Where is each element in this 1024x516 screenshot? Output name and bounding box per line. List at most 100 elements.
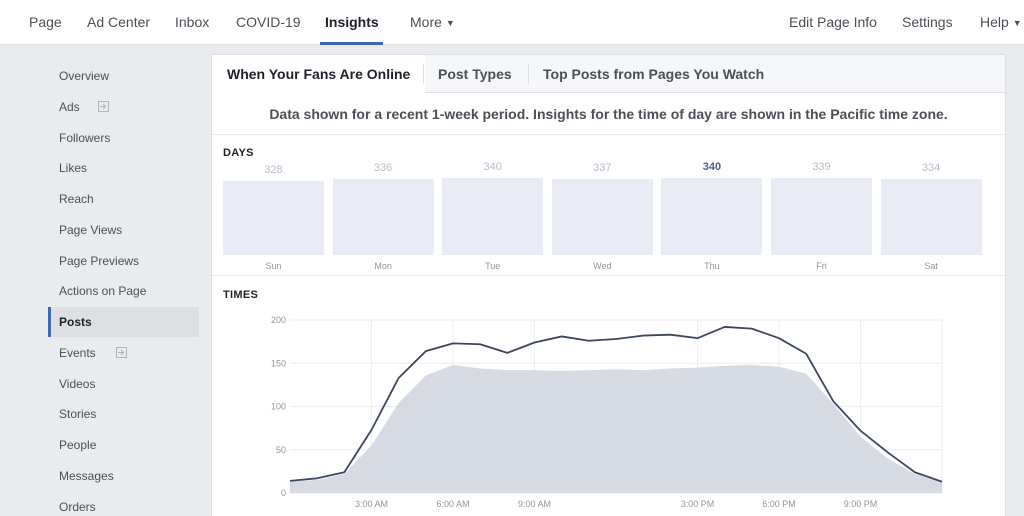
external-link-icon bbox=[116, 347, 127, 358]
day-bar[interactable] bbox=[771, 178, 872, 255]
day-label: Tue bbox=[485, 261, 501, 271]
x-tick-label: 9:00 AM bbox=[518, 499, 551, 509]
sidebar-item-page-views[interactable]: Page Views bbox=[48, 215, 199, 245]
day-bar[interactable] bbox=[442, 178, 544, 255]
insights-panel: When Your Fans Are Online Post Types Top… bbox=[211, 54, 1006, 516]
day-value: 339 bbox=[812, 161, 831, 173]
sidebar-item-messages[interactable]: Messages bbox=[48, 461, 199, 491]
days-row: 328 Sun 336 Mon 340 Tue 337 Wed 340 Thu 339 Fri 334 S… bbox=[223, 55, 983, 275]
day-column-sun[interactable]: 328 Sun bbox=[223, 55, 324, 275]
y-tick-label: 50 bbox=[276, 445, 286, 455]
tab-separator bbox=[528, 64, 529, 84]
nav-help[interactable]: Help ▼ bbox=[980, 0, 1022, 45]
days-section: DAYS 328 Sun 336 Mon 340 Tue 337 Wed 340 Thu 339 Fr… bbox=[212, 55, 1005, 275]
x-tick-label: 6:00 AM bbox=[436, 499, 469, 509]
day-column-sat[interactable]: 334 Sat bbox=[880, 55, 982, 275]
sidebar-item-label: Followers bbox=[59, 131, 111, 145]
x-tick-label: 9:00 PM bbox=[844, 499, 878, 509]
sidebar-item-label: Messages bbox=[59, 469, 114, 483]
sidebar-item-label: Orders bbox=[59, 500, 96, 514]
sidebar-item-people[interactable]: People bbox=[48, 430, 199, 460]
sidebar-item-label: Ads bbox=[59, 100, 80, 114]
nav-ad-center[interactable]: Ad Center bbox=[87, 14, 151, 30]
sidebar-item-videos[interactable]: Videos bbox=[48, 369, 199, 399]
external-link-icon bbox=[98, 101, 109, 112]
y-tick-label: 200 bbox=[271, 315, 286, 325]
day-label: Mon bbox=[374, 261, 392, 271]
nav-help-label: Help bbox=[980, 14, 1009, 30]
nav-more-label: More bbox=[410, 14, 442, 30]
day-label: Fri bbox=[816, 261, 827, 271]
day-label: Wed bbox=[593, 261, 612, 271]
x-tick-label: 3:00 PM bbox=[681, 499, 715, 509]
day-value: 340 bbox=[483, 161, 502, 173]
day-column-mon[interactable]: 336 Mon bbox=[332, 55, 434, 275]
sidebar-item-label: Videos bbox=[59, 377, 96, 391]
nav-settings[interactable]: Settings bbox=[902, 14, 953, 30]
day-bar[interactable] bbox=[661, 178, 763, 255]
tab-separator bbox=[423, 64, 424, 84]
day-value: 336 bbox=[373, 162, 393, 174]
day-value: 340 bbox=[702, 161, 722, 173]
caret-down-icon: ▼ bbox=[445, 18, 455, 28]
y-tick-label: 100 bbox=[271, 402, 286, 412]
caret-down-icon: ▼ bbox=[1012, 18, 1022, 28]
day-column-thu[interactable]: 340 Thu bbox=[661, 55, 763, 275]
area-series bbox=[290, 364, 942, 493]
days-label: DAYS bbox=[223, 147, 254, 159]
day-column-wed[interactable]: 337 Wed bbox=[551, 55, 653, 275]
x-tick-label: 6:00 PM bbox=[762, 499, 796, 509]
sidebar-item-label: Likes bbox=[59, 161, 88, 175]
nav-insights[interactable]: Insights bbox=[325, 14, 379, 30]
day-value: 328 bbox=[264, 164, 283, 176]
day-column-fri[interactable]: 339 Fri bbox=[771, 55, 872, 275]
nav-more[interactable]: More ▼ bbox=[410, 0, 455, 45]
day-value: 337 bbox=[593, 162, 612, 174]
tab-when-fans-online[interactable]: When Your Fans Are Online bbox=[212, 55, 426, 94]
x-tick-label: 3:00 AM bbox=[355, 499, 388, 509]
day-bar[interactable] bbox=[551, 179, 653, 255]
nav-covid-19[interactable]: COVID-19 bbox=[236, 14, 301, 30]
y-tick-label: 0 bbox=[281, 488, 286, 498]
y-tick-label: 150 bbox=[271, 358, 286, 368]
sidebar-item-likes[interactable]: Likes bbox=[48, 153, 199, 183]
sidebar-item-orders[interactable]: Orders bbox=[48, 492, 199, 516]
day-label: Thu bbox=[704, 261, 720, 271]
sidebar-item-stories[interactable]: Stories bbox=[48, 399, 199, 429]
sidebar-item-label: Page Previews bbox=[59, 254, 140, 268]
sidebar-item-label: Events bbox=[59, 346, 96, 360]
day-label: Sun bbox=[265, 261, 282, 271]
tab-post-types[interactable]: Post Types bbox=[438, 66, 512, 82]
sidebar-item-followers[interactable]: Followers bbox=[48, 123, 199, 153]
nav-edit-page-info[interactable]: Edit Page Info bbox=[789, 14, 877, 30]
sidebar-item-label: Page Views bbox=[59, 223, 123, 237]
sidebar-item-page-previews[interactable]: Page Previews bbox=[48, 246, 199, 276]
times-label: TIMES bbox=[223, 289, 259, 301]
subtab-bar: When Your Fans Are Online Post Types Top… bbox=[212, 55, 1005, 94]
sidebar-item-label: Reach bbox=[59, 192, 94, 206]
sidebar-item-events[interactable]: Events bbox=[48, 338, 199, 368]
top-navigation: Page Ad Center Inbox COVID-19 Insights M… bbox=[0, 0, 1024, 45]
tab-top-posts-pages-you-watch[interactable]: Top Posts from Pages You Watch bbox=[543, 66, 765, 82]
day-bar[interactable] bbox=[332, 179, 434, 255]
timezone-notice: Data shown for a recent 1-week period. I… bbox=[212, 93, 1005, 135]
sidebar-item-label: Posts bbox=[59, 315, 92, 329]
section-divider bbox=[212, 275, 1005, 276]
nav-inbox[interactable]: Inbox bbox=[175, 14, 210, 30]
sidebar-item-label: Actions on Page bbox=[59, 284, 147, 298]
times-chart: 0 50 100 150 200 3:00 AM 6:00 AM 9:00 AM 3:00 PM… bbox=[271, 315, 943, 509]
sidebar-item-actions-on-page[interactable]: Actions on Page bbox=[48, 276, 199, 306]
sidebar-item-posts[interactable]: Posts bbox=[48, 307, 199, 337]
day-label: Sat bbox=[924, 261, 938, 271]
sidebar-item-reach[interactable]: Reach bbox=[48, 184, 199, 214]
nav-page[interactable]: Page bbox=[29, 14, 62, 30]
line-series bbox=[289, 326, 943, 483]
sidebar-item-label: Overview bbox=[59, 69, 110, 83]
active-tab-indicator bbox=[320, 42, 383, 45]
sidebar-item-overview[interactable]: Overview bbox=[48, 61, 199, 91]
day-value: 334 bbox=[921, 162, 941, 174]
day-bar[interactable] bbox=[223, 181, 324, 255]
day-bar[interactable] bbox=[880, 179, 982, 255]
sidebar-item-ads[interactable]: Ads bbox=[48, 92, 199, 122]
day-column-tue[interactable]: 340 Tue bbox=[442, 55, 544, 275]
